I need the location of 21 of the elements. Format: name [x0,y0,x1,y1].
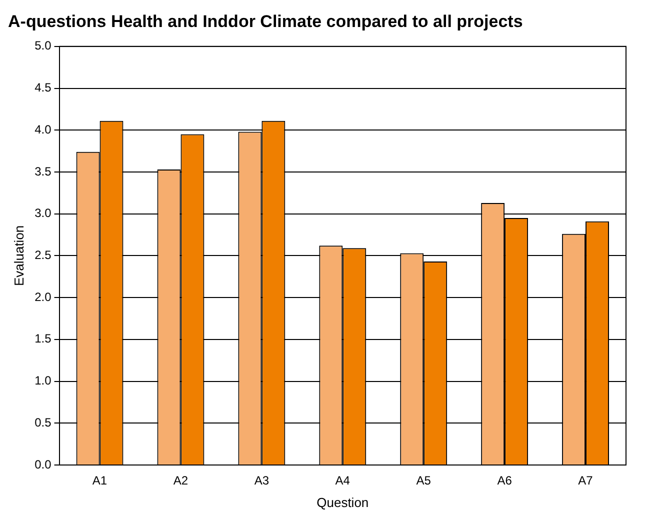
y-axis-title: Evaluation [11,225,26,286]
x-tick-label: A3 [254,474,270,488]
x-tick-label: A1 [92,474,108,488]
x-tick-label: A7 [578,474,594,488]
y-tick-label: 4.0 [34,122,52,136]
y-tick-label: 0.0 [34,457,52,472]
y-tick-label: 1.5 [34,332,52,346]
x-tick-label: A4 [335,474,350,488]
x-axis-title: Question [316,494,369,510]
y-tick-label: 3.0 [34,206,52,220]
y-tick-label: 5.0 [34,38,52,53]
y-tick-label: 2.5 [34,248,52,262]
y-tick-label: 1.0 [34,374,52,388]
x-tick-label: A6 [497,474,512,488]
x-tick-label: A2 [173,474,188,488]
y-tick-label: 3.5 [34,164,52,178]
x-tick-label: A5 [416,474,432,488]
y-tick-label: 4.5 [34,80,52,95]
y-tick-label: 2.0 [34,290,52,304]
chart-title: A-questions Health and Inddor Climate compared to all projects [8,12,523,31]
y-tick-label: 0.5 [34,415,52,430]
